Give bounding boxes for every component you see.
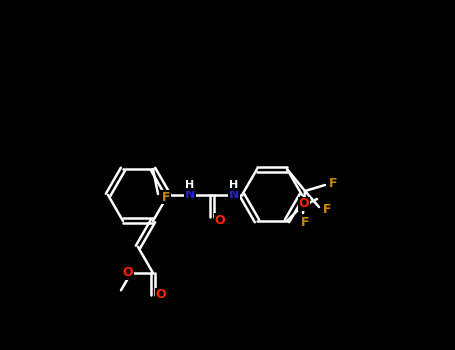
Text: O: O <box>215 214 225 226</box>
Text: H: H <box>229 180 238 190</box>
Text: F: F <box>162 190 170 203</box>
Text: O: O <box>123 266 133 279</box>
Text: H: H <box>185 180 195 190</box>
Text: O: O <box>156 288 167 301</box>
Text: N: N <box>229 189 239 202</box>
Text: O: O <box>298 197 309 210</box>
Text: F: F <box>329 176 337 189</box>
Text: F: F <box>323 203 331 216</box>
Text: F: F <box>301 216 309 229</box>
Text: N: N <box>185 189 195 202</box>
